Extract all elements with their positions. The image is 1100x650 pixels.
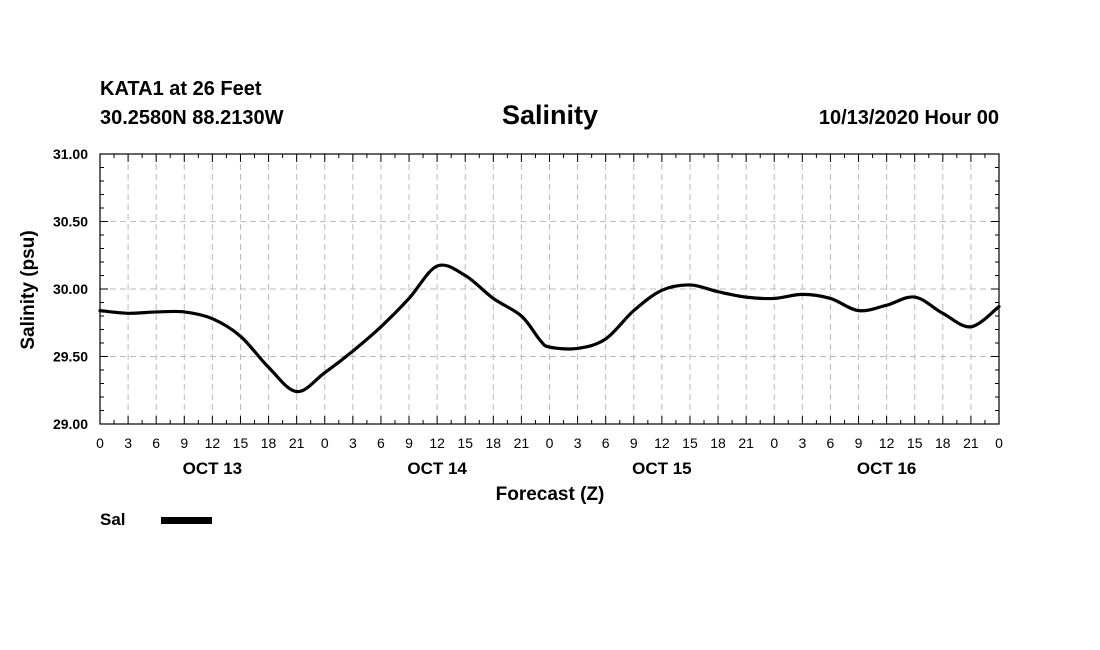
x-tick-label: 18 xyxy=(486,435,502,451)
x-tick-label: 6 xyxy=(377,435,385,451)
issued-time: 10/13/2020 Hour 00 xyxy=(819,107,999,129)
x-tick-label: 18 xyxy=(261,435,277,451)
x-tick-label: 12 xyxy=(429,435,445,451)
x-tick-label: 9 xyxy=(405,435,413,451)
legend-swatch xyxy=(161,517,212,524)
plot-border xyxy=(99,153,1000,425)
y-tick-label: 31.00 xyxy=(53,146,88,162)
legend: Sal xyxy=(100,510,212,529)
day-label: OCT 16 xyxy=(857,459,917,478)
y-tick-label: 30.50 xyxy=(53,214,88,230)
x-tick-label: 3 xyxy=(124,435,132,451)
x-tick-labels: 0 3 6 9 12 15 18 21 0 3 6 9 12 15 18 21 0 3 6 9 12 15 18 21 0 3 6 9… xyxy=(96,435,1003,451)
x-tick-label: 18 xyxy=(710,435,726,451)
x-tick-label: 15 xyxy=(457,435,473,451)
x-tick-label: 6 xyxy=(152,435,160,451)
y-tick-label: 29.00 xyxy=(53,416,88,432)
x-tick-label: 9 xyxy=(855,435,863,451)
x-axis-title: Forecast (Z) xyxy=(496,484,605,505)
x-tick-label: 12 xyxy=(205,435,221,451)
x-tick-label: 15 xyxy=(682,435,698,451)
station-label: KATA1 at 26 Feet xyxy=(100,78,262,100)
chart-title: Salinity xyxy=(502,100,598,130)
x-tick-label: 21 xyxy=(738,435,754,451)
plot-frame xyxy=(99,153,1000,425)
y-tick-label: 30.00 xyxy=(53,281,88,297)
x-tick-label: 0 xyxy=(96,435,104,451)
x-tick-label: 12 xyxy=(654,435,670,451)
x-tick-label: 3 xyxy=(574,435,582,451)
x-tick-label: 21 xyxy=(514,435,530,451)
x-tick-label: 21 xyxy=(963,435,979,451)
x-tick-label: 12 xyxy=(879,435,895,451)
y-axis-title: Salinity (psu) xyxy=(18,230,39,349)
x-tick-label: 18 xyxy=(935,435,951,451)
x-tick-label: 3 xyxy=(349,435,357,451)
x-tick-label: 6 xyxy=(827,435,835,451)
x-tick-label: 3 xyxy=(798,435,806,451)
x-tick-label: 0 xyxy=(321,435,329,451)
x-tick-label: 9 xyxy=(630,435,638,451)
x-tick-label: 15 xyxy=(907,435,923,451)
day-label: OCT 15 xyxy=(632,459,692,478)
x-tick-label: 15 xyxy=(233,435,249,451)
x-tick-label: 0 xyxy=(770,435,778,451)
series-layer xyxy=(98,263,1001,394)
axis-ticks xyxy=(99,153,1000,425)
legend-label: Sal xyxy=(100,510,126,529)
x-tick-label: 0 xyxy=(546,435,554,451)
day-label: OCT 13 xyxy=(183,459,243,478)
grid-lines xyxy=(100,154,999,424)
x-tick-label: 9 xyxy=(180,435,188,451)
coordinates-label: 30.2580N 88.2130W xyxy=(100,107,284,129)
day-label: OCT 14 xyxy=(407,459,467,478)
y-tick-label: 29.50 xyxy=(53,349,88,365)
day-labels: OCT 13 OCT 14 OCT 15 OCT 16 xyxy=(183,459,917,478)
series-line-sal xyxy=(98,263,1001,394)
x-tick-label: 21 xyxy=(289,435,305,451)
x-tick-label: 0 xyxy=(995,435,1003,451)
y-tick-labels: 29.00 29.50 30.00 30.50 31.00 xyxy=(53,146,88,432)
x-tick-label: 6 xyxy=(602,435,610,451)
